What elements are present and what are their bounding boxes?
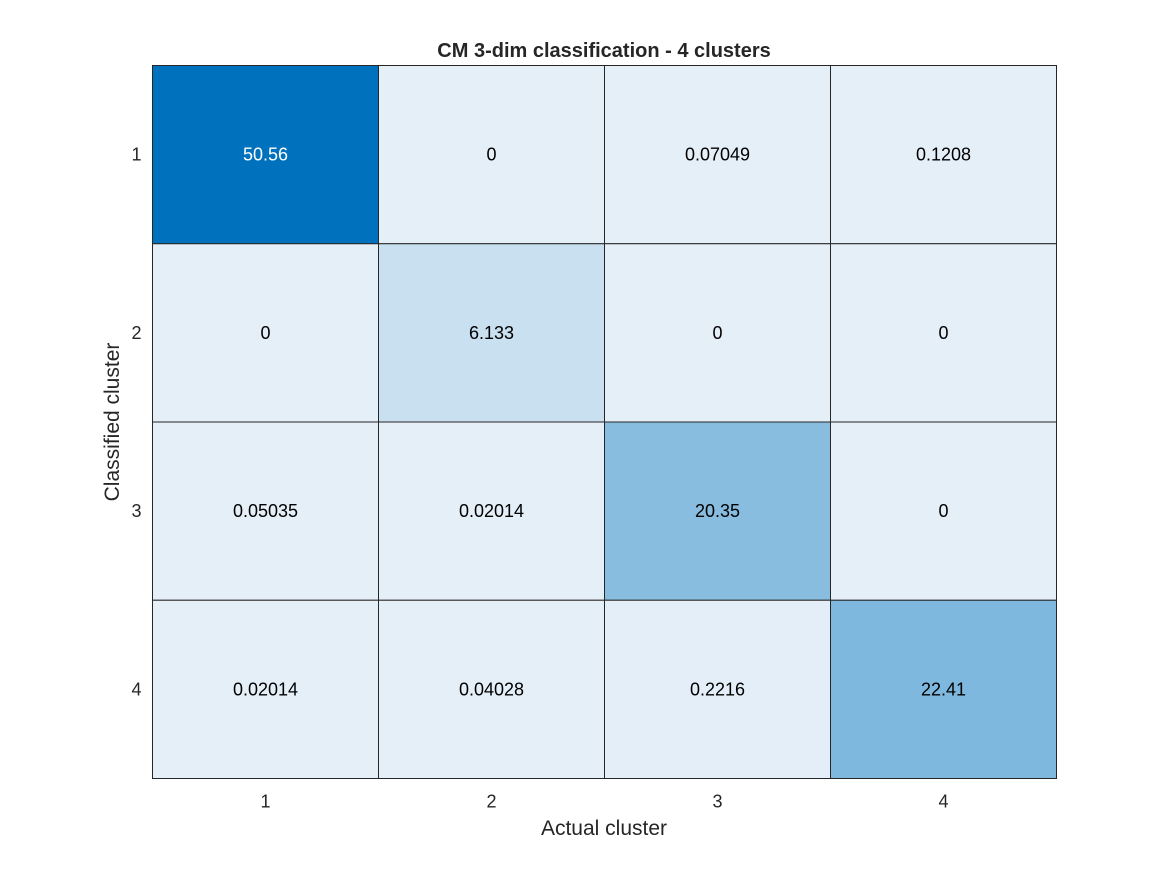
heatmap-cell <box>830 421 1057 601</box>
heatmap-cell <box>604 65 831 245</box>
cell-value-label: 0.02014 <box>459 501 524 521</box>
x-axis-label: Actual cluster <box>541 817 667 840</box>
cell-value-label: 0 <box>260 323 270 343</box>
heatmap-cell <box>152 599 379 779</box>
heatmap-cell <box>378 421 605 601</box>
cell-value-label: 0 <box>938 323 948 343</box>
heatmap-cell <box>378 243 605 423</box>
x-tick-label: 1 <box>260 792 270 812</box>
cell-value-label: 6.133 <box>469 323 514 343</box>
heatmap-cell <box>830 243 1057 423</box>
heatmap-cell <box>830 599 1057 779</box>
heatmap-cell <box>378 599 605 779</box>
chart-title: CM 3-dim classification - 4 clusters <box>437 40 770 62</box>
cell-value-label: 0.05035 <box>233 501 298 521</box>
y-tick-label: 4 <box>131 679 141 699</box>
heatmap-cell <box>830 65 1057 245</box>
cell-value-label: 0 <box>486 145 496 165</box>
heatmap-cell <box>604 599 831 779</box>
cell-value-label: 0.2216 <box>690 679 745 699</box>
cell-value-label: 0 <box>712 323 722 343</box>
cell-value-label: 20.35 <box>695 501 740 521</box>
heatmap-cell <box>152 421 379 601</box>
y-axis-ticks: 1 2 3 4 <box>131 145 141 700</box>
cell-value-label: 0.04028 <box>459 679 524 699</box>
heatmap-cells <box>152 65 1057 779</box>
y-axis-label: Classified cluster <box>101 343 124 502</box>
cell-value-label: 50.56 <box>243 145 288 165</box>
cell-value-label: 0.02014 <box>233 679 298 699</box>
cell-value-label: 0 <box>938 501 948 521</box>
x-axis-ticks: 1 2 3 4 <box>260 792 948 812</box>
cell-value-label: 0.07049 <box>685 145 750 165</box>
x-tick-label: 4 <box>938 792 948 812</box>
cell-value-label: 0.1208 <box>916 145 971 165</box>
plot-frame <box>152 65 1057 779</box>
y-tick-label: 2 <box>131 323 141 343</box>
heatmap-cell-labels: 50.56 0 0.07049 0.1208 0 6.133 0 0 0.05035 0.0201… <box>233 145 971 700</box>
x-tick-label: 3 <box>712 792 722 812</box>
y-tick-label: 1 <box>131 145 141 165</box>
y-tick-label: 3 <box>131 501 141 521</box>
heatmap-cell <box>604 243 831 423</box>
heatmap-cell <box>152 65 379 245</box>
x-tick-label: 2 <box>486 792 496 812</box>
cell-value-label: 22.41 <box>921 679 966 699</box>
